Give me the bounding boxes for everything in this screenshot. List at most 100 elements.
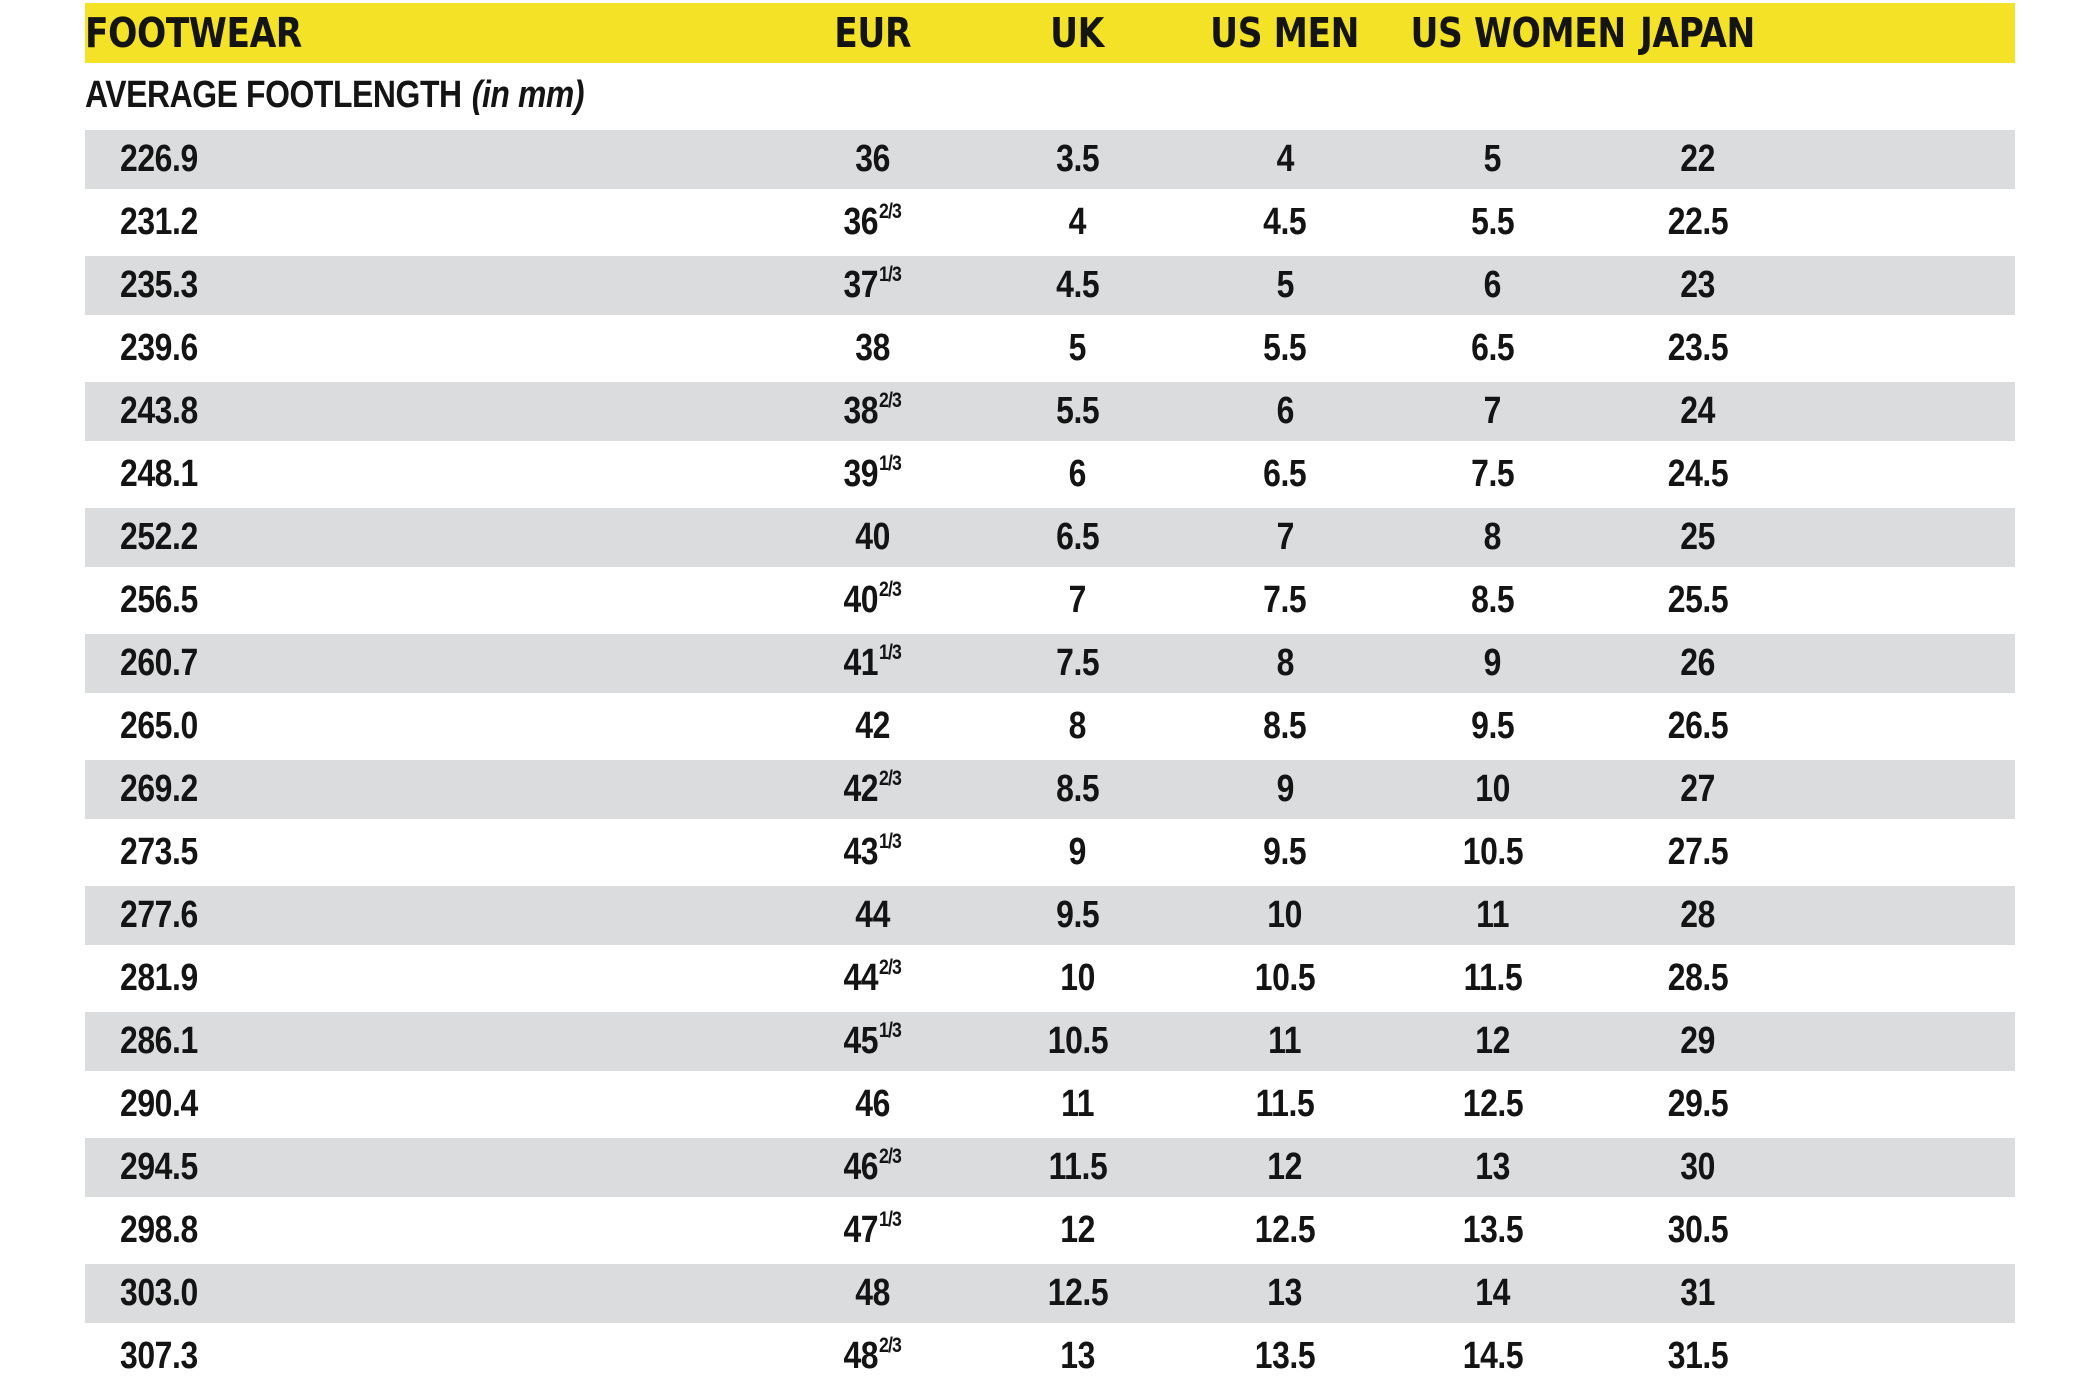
cell-us-women: 14 bbox=[1390, 1262, 1595, 1325]
cell-eur: 46 bbox=[770, 1073, 975, 1136]
subheader-cell: AVERAGE FOOTLENGTH (in mm) bbox=[85, 63, 2015, 128]
cell-uk: 6 bbox=[975, 443, 1180, 506]
cell-japan: 23.5 bbox=[1595, 317, 1800, 380]
cell-eur: 44 bbox=[770, 884, 975, 947]
eur-fraction: 2/3 bbox=[879, 389, 902, 413]
cell-japan: 22 bbox=[1595, 128, 1800, 191]
subheader-text: AVERAGE FOOTLENGTH bbox=[85, 74, 462, 116]
cell-us-women: 9.5 bbox=[1390, 695, 1595, 758]
cell-uk: 12.5 bbox=[975, 1262, 1180, 1325]
table-row: 303.0 48 12.5 13 14 31 bbox=[85, 1262, 2015, 1325]
table-row: 243.8 382/3 5.5 6 7 24 bbox=[85, 380, 2015, 443]
cell-us-men: 5 bbox=[1180, 254, 1390, 317]
cell-uk: 7.5 bbox=[975, 632, 1180, 695]
cell-us-women: 8.5 bbox=[1390, 569, 1595, 632]
cell-us-women: 9 bbox=[1390, 632, 1595, 695]
cell-filler bbox=[1800, 1010, 2015, 1073]
cell-us-women: 13 bbox=[1390, 1136, 1595, 1199]
cell-footlength-mm: 298.8 bbox=[85, 1199, 770, 1262]
cell-filler bbox=[1800, 506, 2015, 569]
cell-footlength-mm: 265.0 bbox=[85, 695, 770, 758]
cell-uk: 8.5 bbox=[975, 758, 1180, 821]
eur-fraction: 2/3 bbox=[879, 578, 902, 602]
cell-japan: 23 bbox=[1595, 254, 1800, 317]
cell-uk: 13 bbox=[975, 1325, 1180, 1388]
cell-us-men: 6.5 bbox=[1180, 443, 1390, 506]
cell-eur: 431/3 bbox=[770, 821, 975, 884]
cell-eur: 451/3 bbox=[770, 1010, 975, 1073]
header-row: FOOTWEAR EUR UK US MEN US WOMEN JAPAN bbox=[85, 3, 2015, 63]
cell-japan: 24.5 bbox=[1595, 443, 1800, 506]
column-header-footwear-label: FOOTWEAR bbox=[85, 9, 302, 57]
column-header-eur-label: EUR bbox=[834, 9, 911, 57]
eur-fraction: 2/3 bbox=[879, 956, 902, 980]
cell-filler bbox=[1800, 1073, 2015, 1136]
cell-us-women: 12 bbox=[1390, 1010, 1595, 1073]
cell-filler bbox=[1800, 632, 2015, 695]
cell-eur: 48 bbox=[770, 1262, 975, 1325]
cell-us-women: 11 bbox=[1390, 884, 1595, 947]
column-header-footwear: FOOTWEAR bbox=[85, 3, 770, 63]
cell-uk: 10 bbox=[975, 947, 1180, 1010]
cell-footlength-mm: 273.5 bbox=[85, 821, 770, 884]
column-header-japan-label: JAPAN bbox=[1640, 9, 1755, 57]
cell-footlength-mm: 277.6 bbox=[85, 884, 770, 947]
cell-eur: 371/3 bbox=[770, 254, 975, 317]
cell-japan: 26 bbox=[1595, 632, 1800, 695]
eur-fraction: 1/3 bbox=[879, 641, 902, 665]
table-row: 248.1 391/3 6 6.5 7.5 24.5 bbox=[85, 443, 2015, 506]
cell-us-men: 6 bbox=[1180, 380, 1390, 443]
cell-footlength-mm: 307.3 bbox=[85, 1325, 770, 1388]
cell-us-women: 12.5 bbox=[1390, 1073, 1595, 1136]
cell-japan: 28.5 bbox=[1595, 947, 1800, 1010]
cell-us-men: 13 bbox=[1180, 1262, 1390, 1325]
cell-footlength-mm: 286.1 bbox=[85, 1010, 770, 1073]
eur-fraction: 1/3 bbox=[879, 830, 902, 854]
cell-filler bbox=[1800, 1325, 2015, 1388]
cell-us-women: 7.5 bbox=[1390, 443, 1595, 506]
cell-uk: 5 bbox=[975, 317, 1180, 380]
table-row: 269.2 422/3 8.5 9 10 27 bbox=[85, 758, 2015, 821]
cell-footlength-mm: 256.5 bbox=[85, 569, 770, 632]
cell-footlength-mm: 231.2 bbox=[85, 191, 770, 254]
eur-fraction: 1/3 bbox=[879, 452, 902, 476]
cell-us-men: 10.5 bbox=[1180, 947, 1390, 1010]
table-row: 231.2 362/3 4 4.5 5.5 22.5 bbox=[85, 191, 2015, 254]
table-body: 226.9 36 3.5 4 5 22 231.2 362/3 4 4.5 5.5 22.5 235.3… bbox=[85, 128, 2015, 1388]
cell-uk: 3.5 bbox=[975, 128, 1180, 191]
cell-us-women: 8 bbox=[1390, 506, 1595, 569]
cell-japan: 31 bbox=[1595, 1262, 1800, 1325]
cell-filler bbox=[1800, 254, 2015, 317]
cell-japan: 27 bbox=[1595, 758, 1800, 821]
cell-us-men: 13.5 bbox=[1180, 1325, 1390, 1388]
table-row: 256.5 402/3 7 7.5 8.5 25.5 bbox=[85, 569, 2015, 632]
cell-us-men: 9.5 bbox=[1180, 821, 1390, 884]
cell-uk: 4 bbox=[975, 191, 1180, 254]
cell-footlength-mm: 243.8 bbox=[85, 380, 770, 443]
cell-eur: 36 bbox=[770, 128, 975, 191]
table-row: 286.1 451/3 10.5 11 12 29 bbox=[85, 1010, 2015, 1073]
cell-us-men: 4 bbox=[1180, 128, 1390, 191]
cell-eur: 482/3 bbox=[770, 1325, 975, 1388]
cell-footlength-mm: 260.7 bbox=[85, 632, 770, 695]
cell-japan: 25 bbox=[1595, 506, 1800, 569]
cell-filler bbox=[1800, 380, 2015, 443]
cell-uk: 5.5 bbox=[975, 380, 1180, 443]
column-header-us-men-label: US MEN bbox=[1210, 9, 1360, 57]
cell-japan: 27.5 bbox=[1595, 821, 1800, 884]
cell-us-women: 5.5 bbox=[1390, 191, 1595, 254]
cell-eur: 40 bbox=[770, 506, 975, 569]
cell-filler bbox=[1800, 317, 2015, 380]
cell-uk: 10.5 bbox=[975, 1010, 1180, 1073]
cell-footlength-mm: 281.9 bbox=[85, 947, 770, 1010]
cell-uk: 9 bbox=[975, 821, 1180, 884]
cell-japan: 31.5 bbox=[1595, 1325, 1800, 1388]
cell-us-men: 5.5 bbox=[1180, 317, 1390, 380]
table-row: 273.5 431/3 9 9.5 10.5 27.5 bbox=[85, 821, 2015, 884]
cell-footlength-mm: 252.2 bbox=[85, 506, 770, 569]
eur-fraction: 1/3 bbox=[879, 1019, 902, 1043]
cell-filler bbox=[1800, 191, 2015, 254]
cell-eur: 462/3 bbox=[770, 1136, 975, 1199]
cell-us-men: 4.5 bbox=[1180, 191, 1390, 254]
cell-filler bbox=[1800, 1262, 2015, 1325]
